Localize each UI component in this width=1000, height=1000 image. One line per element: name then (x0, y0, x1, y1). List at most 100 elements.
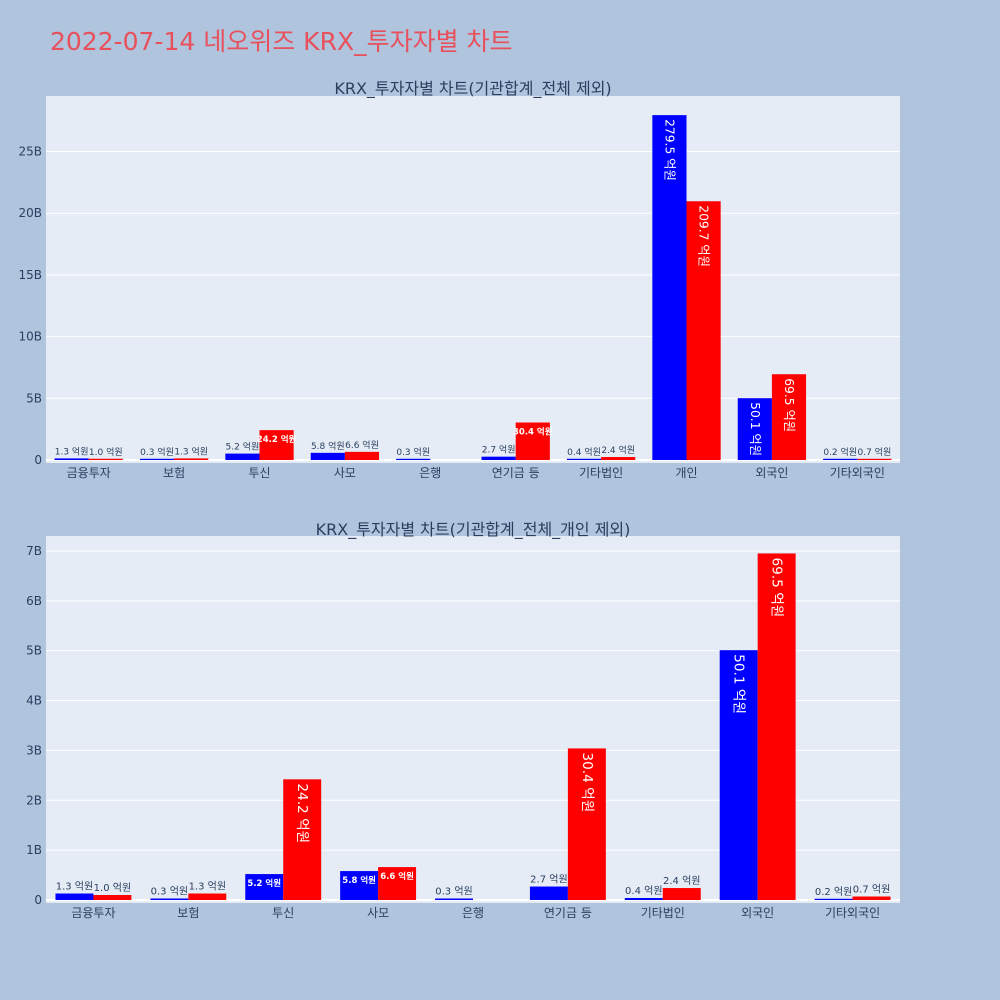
data-label: 0.4 억원 (625, 885, 662, 897)
x-tick-label: 보험 (177, 906, 199, 920)
data-label: 0.2 억원 (815, 886, 852, 898)
bar-sell (259, 430, 294, 460)
bar-sell (93, 895, 132, 900)
bar-buy (245, 874, 284, 900)
bar-buy (652, 115, 687, 460)
y-tick-label: 5B (26, 644, 42, 658)
bar-buy (310, 452, 345, 460)
y-tick-label: 3B (26, 743, 42, 757)
y-tick-label: 7B (26, 544, 42, 558)
x-tick-label: 연기금 등 (544, 906, 592, 920)
x-tick-label: 투신 (272, 906, 294, 920)
x-tick-label: 기타외국인 (825, 906, 880, 920)
y-tick-label: 15B (18, 268, 42, 282)
data-label: 30.4 억원 (579, 752, 595, 812)
bar-sell (686, 201, 721, 460)
bar-sell (174, 458, 209, 460)
x-tick-label: 은행 (419, 465, 441, 480)
data-label: 0.3 억원 (435, 886, 472, 898)
data-label: 0.4 억원 (567, 446, 601, 458)
bar-buy (139, 458, 175, 460)
bar-sell (662, 888, 701, 900)
y-tick-label: 25B (18, 145, 42, 159)
x-tick-label: 연기금 등 (492, 466, 540, 480)
data-label: 1.3 억원 (56, 881, 93, 893)
data-label: 1.0 억원 (89, 446, 123, 458)
x-tick-label: 보험 (163, 466, 185, 480)
data-label: 1.0 억원 (94, 882, 131, 894)
bar-buy (566, 458, 602, 460)
data-label: 6.6 억원 (345, 439, 379, 451)
x-tick-label: 은행 (462, 905, 484, 920)
data-label: 50.1 억원 (731, 654, 747, 714)
x-tick-label: 사모 (367, 906, 389, 920)
y-tick-label: 0 (34, 453, 42, 467)
bar-sell (852, 896, 891, 900)
data-label: 5.2 억원 (247, 878, 281, 889)
data-label: 2.7 억원 (530, 874, 567, 886)
data-label: 0.3 억원 (151, 886, 188, 898)
y-tick-label: 2B (26, 793, 42, 807)
bar-buy (396, 458, 431, 460)
bar-buy (55, 893, 94, 900)
data-label: 69.5 억원 (769, 557, 785, 617)
chart-excluding-individuals: KRX_투자자별 차트(기관합계_전체_개인 제외) 0 1B 2B 3B 4B 5B 6B 7… (26, 520, 900, 920)
data-label: 5.8 억원 (342, 875, 376, 886)
data-label: 0.3 억원 (396, 446, 430, 458)
data-label: 0.2 억원 (823, 446, 857, 458)
data-label: 24.2 억원 (294, 783, 310, 843)
x-tick-label: 금융투자 (71, 906, 115, 920)
y-tick-label: 5B (26, 391, 42, 405)
bar-buy (54, 458, 89, 460)
data-label: 2.7 억원 (482, 444, 516, 456)
y-tick-label: 1B (26, 843, 42, 857)
x-tick-label: 사모 (334, 466, 356, 480)
bar-buy (719, 650, 758, 900)
x-tick-label: 투신 (248, 466, 270, 480)
bar-buy (435, 898, 473, 900)
chart-title: KRX_투자자별 차트(기관합계_전체_개인 제외) (316, 520, 631, 540)
bar-sell (283, 779, 322, 900)
chart-all-investors: KRX_투자자별 차트(기관합계_전체 제외) 0 5B 10B 15B 20B 25B 1.… (18, 79, 900, 480)
chart-title: KRX_투자자별 차트(기관합계_전체 제외) (334, 79, 611, 99)
data-label: 279.5 억원 (662, 119, 676, 181)
data-label: 2.4 억원 (663, 875, 700, 887)
bar-sell (567, 748, 606, 900)
bar-buy (481, 456, 516, 460)
data-label: 24.2 억원 (257, 434, 297, 445)
bar-sell (344, 451, 380, 460)
x-tick-label: 금융투자 (67, 466, 111, 480)
page-title: 2022-07-14 네오위즈 KRX_투자자별 차트 (50, 27, 513, 56)
bar-sell (515, 422, 550, 460)
data-label: 209.7 억원 (697, 205, 711, 267)
bar-buy (823, 458, 858, 460)
x-tick-label: 기타외국인 (830, 466, 885, 480)
data-label: 2.4 억원 (601, 444, 635, 456)
y-tick-label: 0 (34, 893, 42, 907)
bar-buy (814, 898, 853, 900)
bar-sell (771, 374, 807, 460)
bar-sell (88, 458, 123, 460)
x-tick-label: 기타법인 (579, 466, 623, 480)
y-tick-label: 4B (26, 694, 42, 708)
data-label: 50.1 억원 (748, 402, 762, 456)
data-label: 1.3 억원 (189, 881, 226, 893)
data-label: 30.4 억원 (513, 426, 553, 437)
bar-buy (225, 453, 260, 460)
bar-buy (529, 886, 568, 900)
x-tick-label: 외국인 (741, 906, 774, 920)
data-label: 0.7 억원 (858, 446, 892, 458)
bar-buy (624, 898, 663, 900)
bar-buy (340, 871, 379, 900)
y-tick-label: 20B (18, 206, 42, 220)
data-label: 0.3 억원 (140, 446, 174, 458)
data-label: 5.8 억원 (311, 440, 345, 452)
x-tick-label: 기타법인 (641, 906, 685, 920)
bar-sell (378, 867, 417, 900)
bar-sell (188, 893, 227, 900)
data-label: 0.7 억원 (853, 884, 890, 896)
data-label: 69.5 억원 (782, 378, 796, 432)
data-label: 5.2 억원 (226, 441, 260, 453)
bar-sell (601, 457, 636, 460)
